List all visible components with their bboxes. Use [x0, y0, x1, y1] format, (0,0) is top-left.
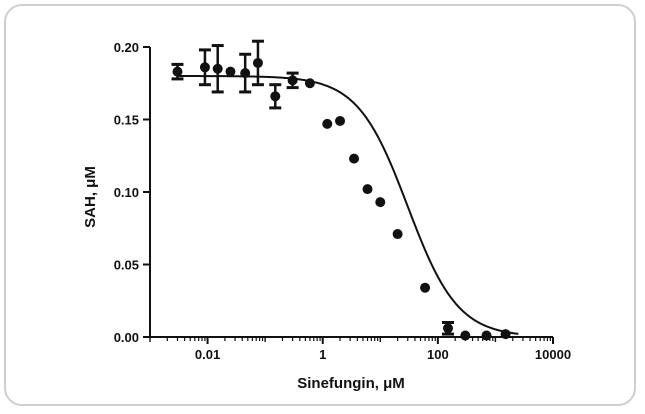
data-point [420, 282, 431, 293]
data-point [304, 78, 315, 89]
y-tick-label: 0.10 [114, 185, 139, 200]
y-tick-label: 0.15 [114, 113, 139, 128]
x-tick-label: 100 [427, 347, 449, 362]
data-point [199, 62, 210, 73]
data-point [481, 330, 492, 341]
fit-curve [177, 75, 519, 335]
data-point [240, 68, 251, 79]
data-point [349, 153, 360, 164]
data-points-layer [171, 39, 511, 341]
data-point [270, 91, 281, 102]
data-point [362, 184, 373, 195]
y-axis-title: SAH, μM [82, 166, 99, 228]
axes [149, 47, 553, 338]
data-point [252, 57, 263, 68]
x-tick-label: 1 [319, 347, 326, 362]
y-tick-label: 0.20 [114, 40, 139, 55]
fit-curve-layer [177, 75, 519, 335]
data-point [322, 118, 333, 129]
y-tick-label: 0.05 [114, 258, 139, 273]
data-point [212, 63, 223, 74]
data-point [172, 66, 183, 77]
x-tick-label: 10000 [535, 347, 571, 362]
data-point [500, 329, 511, 340]
data-point [392, 229, 403, 240]
data-point [442, 323, 453, 334]
axis-ticks: 0.00 0.05 0.10 0.15 0.20 0.01 1 100 10000 [114, 40, 571, 362]
data-point [225, 66, 236, 77]
data-point [287, 75, 298, 86]
y-tick-label: 0.00 [114, 330, 139, 345]
data-point [460, 330, 471, 341]
data-point [335, 115, 346, 126]
x-axis-title: Sinefungin, μM [297, 375, 405, 392]
data-point [375, 197, 386, 208]
x-tick-label: 0.01 [195, 347, 220, 362]
